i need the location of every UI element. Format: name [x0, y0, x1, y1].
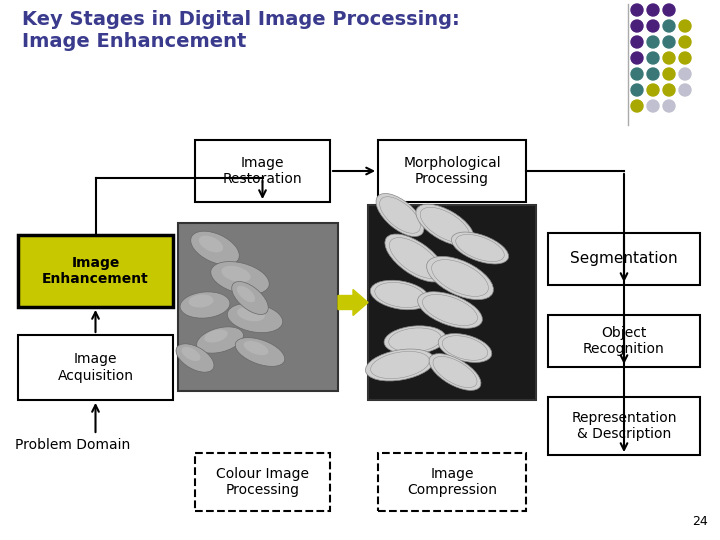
FancyBboxPatch shape	[368, 205, 536, 400]
Circle shape	[647, 36, 659, 48]
Text: 24: 24	[692, 515, 708, 528]
Circle shape	[679, 84, 691, 96]
Ellipse shape	[232, 281, 269, 314]
Ellipse shape	[385, 234, 445, 282]
Circle shape	[647, 20, 659, 32]
Text: Problem Domain: Problem Domain	[15, 438, 130, 452]
FancyBboxPatch shape	[548, 397, 700, 455]
Ellipse shape	[384, 326, 446, 354]
Circle shape	[679, 68, 691, 80]
Text: Image
Compression: Image Compression	[407, 467, 497, 497]
Circle shape	[647, 4, 659, 16]
Ellipse shape	[221, 266, 251, 282]
Text: Image Enhancement: Image Enhancement	[22, 32, 246, 51]
Ellipse shape	[228, 303, 283, 333]
Ellipse shape	[197, 327, 243, 353]
FancyBboxPatch shape	[378, 140, 526, 202]
Text: Image
Restoration: Image Restoration	[222, 156, 302, 186]
Text: Segmentation: Segmentation	[570, 252, 678, 267]
Circle shape	[631, 4, 643, 16]
Text: Object
Recognition: Object Recognition	[583, 326, 665, 356]
Ellipse shape	[211, 261, 269, 294]
Circle shape	[679, 36, 691, 48]
Ellipse shape	[237, 307, 265, 321]
Circle shape	[647, 68, 659, 80]
Ellipse shape	[176, 344, 214, 372]
Ellipse shape	[366, 349, 435, 381]
Text: Representation
& Description: Representation & Description	[571, 411, 677, 441]
FancyBboxPatch shape	[195, 140, 330, 202]
Text: Image
Enhancement: Image Enhancement	[42, 256, 149, 286]
Circle shape	[663, 68, 675, 80]
Ellipse shape	[204, 329, 228, 342]
Circle shape	[631, 84, 643, 96]
Circle shape	[679, 20, 691, 32]
Ellipse shape	[243, 341, 269, 355]
Circle shape	[663, 84, 675, 96]
Ellipse shape	[418, 292, 482, 328]
Circle shape	[631, 36, 643, 48]
Ellipse shape	[416, 204, 474, 246]
Circle shape	[631, 52, 643, 64]
Circle shape	[663, 4, 675, 16]
Text: Key Stages in Digital Image Processing:: Key Stages in Digital Image Processing:	[22, 10, 460, 29]
Ellipse shape	[376, 193, 424, 237]
Ellipse shape	[189, 294, 213, 308]
Circle shape	[647, 84, 659, 96]
Ellipse shape	[180, 292, 230, 318]
Ellipse shape	[426, 256, 493, 300]
Circle shape	[631, 20, 643, 32]
Ellipse shape	[237, 286, 255, 302]
Circle shape	[647, 100, 659, 112]
Ellipse shape	[191, 231, 239, 265]
Circle shape	[663, 100, 675, 112]
FancyBboxPatch shape	[178, 223, 338, 391]
Circle shape	[631, 100, 643, 112]
FancyBboxPatch shape	[548, 315, 700, 367]
Text: Morphological
Processing: Morphological Processing	[403, 156, 501, 186]
Circle shape	[663, 20, 675, 32]
Text: Colour Image
Processing: Colour Image Processing	[216, 467, 309, 497]
FancyBboxPatch shape	[18, 235, 173, 307]
FancyBboxPatch shape	[195, 453, 330, 511]
Ellipse shape	[199, 235, 223, 252]
Ellipse shape	[370, 280, 430, 310]
FancyBboxPatch shape	[378, 453, 526, 511]
FancyBboxPatch shape	[18, 335, 173, 400]
Circle shape	[679, 52, 691, 64]
Ellipse shape	[451, 232, 508, 264]
Circle shape	[647, 52, 659, 64]
Text: Image
Acquisition: Image Acquisition	[58, 353, 133, 383]
Ellipse shape	[235, 338, 285, 366]
Polygon shape	[338, 289, 368, 315]
Ellipse shape	[181, 347, 200, 361]
Ellipse shape	[429, 354, 481, 390]
Ellipse shape	[438, 334, 492, 362]
FancyBboxPatch shape	[548, 233, 700, 285]
Circle shape	[663, 52, 675, 64]
Circle shape	[631, 68, 643, 80]
Circle shape	[663, 36, 675, 48]
